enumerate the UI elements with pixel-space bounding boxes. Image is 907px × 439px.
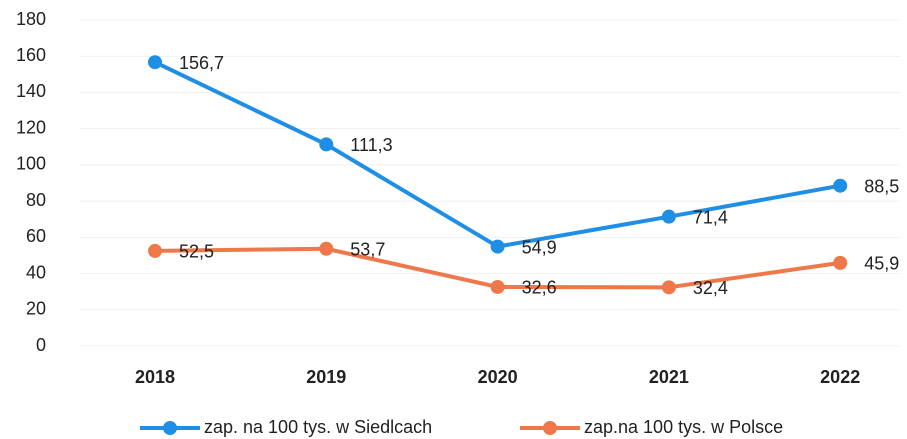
y-tick-label: 40 xyxy=(26,262,46,282)
y-tick-label: 20 xyxy=(26,299,46,319)
y-tick-label: 180 xyxy=(16,9,46,29)
data-point xyxy=(661,280,676,295)
data-label: 32,4 xyxy=(693,278,728,298)
y-tick-label: 0 xyxy=(36,335,46,355)
data-label: 54,9 xyxy=(522,237,557,257)
y-tick-label: 140 xyxy=(16,81,46,101)
data-point xyxy=(319,137,334,152)
data-point xyxy=(148,55,162,70)
y-tick-label: 100 xyxy=(16,154,46,174)
legend-marker xyxy=(163,421,177,435)
x-tick-label: 2020 xyxy=(478,367,518,387)
x-tick-label: 2022 xyxy=(820,367,860,387)
y-tick-label: 60 xyxy=(26,226,46,246)
data-label: 88,5 xyxy=(864,176,899,196)
legend-marker xyxy=(543,421,557,435)
legend-label: zap. na 100 tys. w Siedlcach xyxy=(204,417,432,437)
data-point xyxy=(490,279,505,294)
y-tick-label: 80 xyxy=(26,190,46,210)
y-tick-label: 160 xyxy=(16,45,46,65)
x-tick-label: 2019 xyxy=(306,367,346,387)
data-label: 111,3 xyxy=(350,135,392,155)
data-label: 45,9 xyxy=(864,254,899,274)
data-label: 156,7 xyxy=(179,53,224,73)
data-point xyxy=(833,255,848,270)
x-tick-label: 2018 xyxy=(135,367,175,387)
data-label: 53,7 xyxy=(350,239,385,259)
data-point xyxy=(319,241,334,256)
series-line xyxy=(154,60,841,249)
data-point xyxy=(833,178,848,193)
data-point xyxy=(490,239,505,254)
data-label: 71,4 xyxy=(693,207,728,227)
data-label: 32,6 xyxy=(522,278,557,298)
data-point xyxy=(661,209,676,224)
legend-label: zap.na 100 tys. w Polsce xyxy=(584,417,783,437)
y-tick-label: 120 xyxy=(16,117,46,137)
x-tick-label: 2021 xyxy=(649,367,689,387)
data-label: 52,5 xyxy=(179,242,214,262)
data-point xyxy=(148,243,162,258)
